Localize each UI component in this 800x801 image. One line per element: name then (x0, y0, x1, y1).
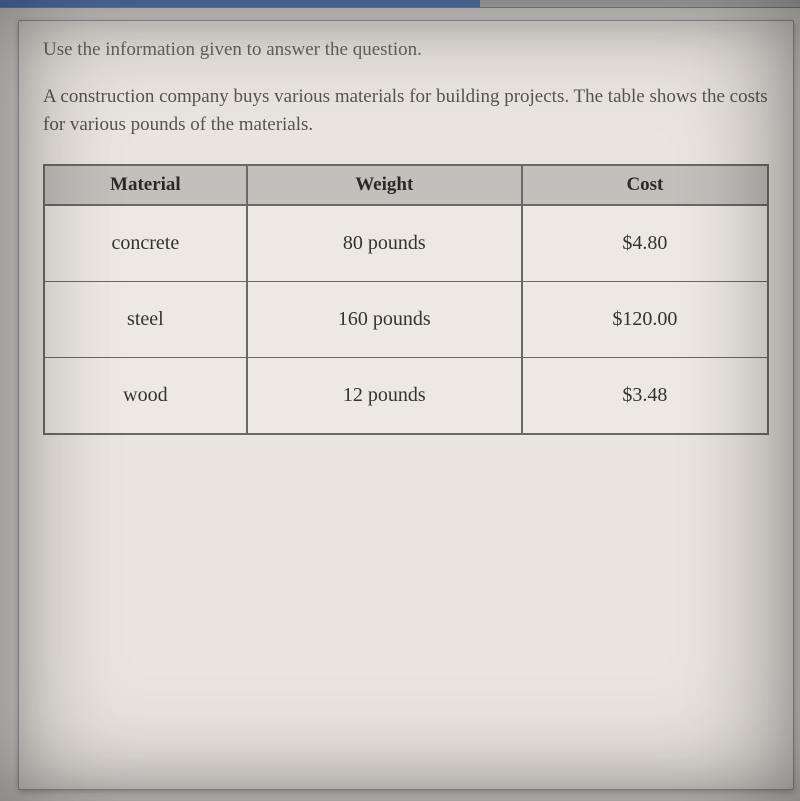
progress-bar (0, 0, 800, 8)
question-page: Use the information given to answer the … (18, 20, 794, 790)
cell-weight: 12 pounds (247, 358, 522, 435)
table-row: wood 12 pounds $3.48 (44, 358, 768, 435)
cell-weight: 160 pounds (247, 282, 522, 358)
header-weight: Weight (247, 165, 522, 205)
header-material: Material (44, 165, 247, 205)
cell-cost: $4.80 (522, 205, 768, 282)
header-cost: Cost (522, 165, 768, 205)
context-text: A construction company buys various mate… (43, 83, 769, 138)
cell-material: steel (44, 282, 247, 358)
table-row: steel 160 pounds $120.00 (44, 282, 768, 358)
table-row: concrete 80 pounds $4.80 (44, 205, 768, 282)
cell-weight: 80 pounds (247, 205, 522, 282)
cell-cost: $120.00 (522, 282, 768, 358)
instruction-text: Use the information given to answer the … (43, 39, 769, 61)
cell-cost: $3.48 (522, 358, 768, 435)
cell-material: concrete (44, 205, 247, 282)
table-header-row: Material Weight Cost (44, 165, 768, 205)
materials-table: Material Weight Cost concrete 80 pounds … (43, 164, 769, 435)
cell-material: wood (44, 358, 247, 435)
